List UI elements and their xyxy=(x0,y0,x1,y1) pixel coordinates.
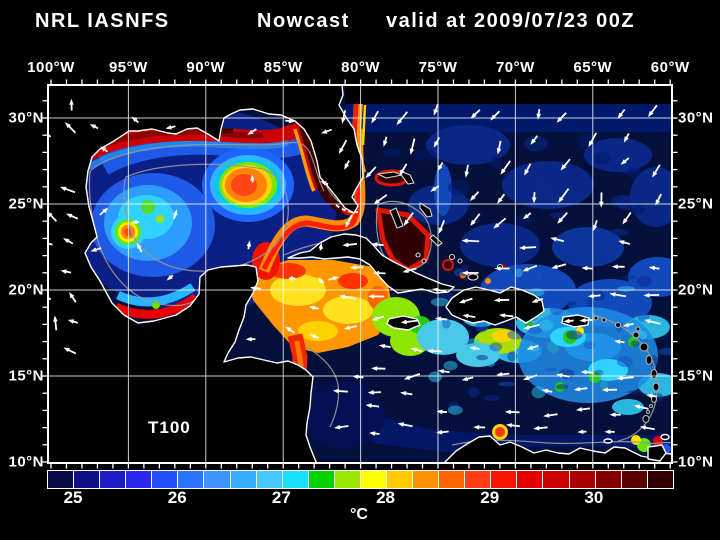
colorbar-unit: °C xyxy=(350,506,368,523)
lat-label: 10°N xyxy=(678,453,714,471)
colorbar-cell xyxy=(387,471,413,488)
colorbar-cell xyxy=(178,471,204,488)
florida-keys xyxy=(335,204,359,214)
field-annotation: T100 xyxy=(148,418,191,437)
colorbar-cell xyxy=(230,471,256,488)
lat-label: 30°N xyxy=(8,109,44,127)
colorbar-cell xyxy=(465,471,491,488)
colorbar-cell xyxy=(100,471,126,488)
colorbar-tick: 25 xyxy=(63,488,83,507)
colorbar-cell xyxy=(413,471,439,488)
island-margarita xyxy=(603,438,613,444)
colorbar-cell xyxy=(48,471,74,488)
island-hispaniola xyxy=(445,286,545,326)
bahamas-islets xyxy=(377,170,504,281)
lat-label: 30°N xyxy=(678,109,714,127)
lon-label: 100°W xyxy=(27,59,75,76)
title-model: NRL IASNFS xyxy=(35,10,170,32)
lat-label: 15°N xyxy=(678,367,714,385)
colorbar-tick: 28 xyxy=(376,488,395,507)
lat-label: 15°N xyxy=(8,367,44,385)
lat-label: 25°N xyxy=(8,195,44,213)
island-trinidad xyxy=(647,444,667,462)
colorbar-cell xyxy=(204,471,230,488)
island-cuba xyxy=(287,233,455,294)
colorbar-cell xyxy=(334,471,360,488)
island-puerto-rico xyxy=(561,314,590,328)
colorbar xyxy=(47,470,674,489)
lon-label: 70°W xyxy=(495,59,535,76)
lon-label: 80°W xyxy=(341,59,381,76)
colorbar-cell xyxy=(595,471,621,488)
colorbar-cell xyxy=(282,471,308,488)
current-vector-arrows xyxy=(48,98,662,436)
map-plot: T100 xyxy=(42,79,678,469)
colorbar-tick: 29 xyxy=(480,488,500,507)
colorbar-cell xyxy=(360,471,387,488)
lon-label: 85°W xyxy=(263,59,303,76)
title-nowcast: Nowcast xyxy=(257,10,350,32)
colorbar-cell xyxy=(621,471,647,488)
colorbar-cell xyxy=(308,471,334,488)
field-speckles xyxy=(382,116,672,415)
colorbar-tick: 30 xyxy=(584,488,604,507)
colorbar-cell xyxy=(152,471,178,488)
colorbar-cell xyxy=(74,471,100,488)
lat-label: 25°N xyxy=(678,195,714,213)
lat-label: 20°N xyxy=(678,281,714,299)
colorbar-cell xyxy=(517,471,543,488)
lon-label: 95°W xyxy=(108,59,148,76)
lon-label: 60°W xyxy=(650,59,690,76)
colorbar-cell xyxy=(569,471,595,488)
colorbar-tick: 26 xyxy=(167,488,187,507)
colorbar-cell xyxy=(543,471,569,488)
colorbar-cell xyxy=(439,471,465,488)
domain-edge-band xyxy=(345,85,672,104)
colorbar-cell xyxy=(256,471,282,488)
title-validtime: valid at 2009/07/23 00Z xyxy=(386,10,636,32)
lon-label: 90°W xyxy=(186,59,226,76)
island-tobago xyxy=(660,433,670,441)
colorbar-tick: 27 xyxy=(271,488,291,507)
colorbar-cell xyxy=(126,471,152,488)
gridlines xyxy=(48,85,672,463)
colorbar-cell xyxy=(491,471,517,488)
lon-label: 75°W xyxy=(418,59,458,76)
axis-ticks xyxy=(42,79,678,469)
lat-label: 10°N xyxy=(8,453,44,471)
colorbar-cell xyxy=(647,471,673,488)
lon-label: 65°W xyxy=(573,59,613,76)
lat-label: 20°N xyxy=(8,281,44,299)
